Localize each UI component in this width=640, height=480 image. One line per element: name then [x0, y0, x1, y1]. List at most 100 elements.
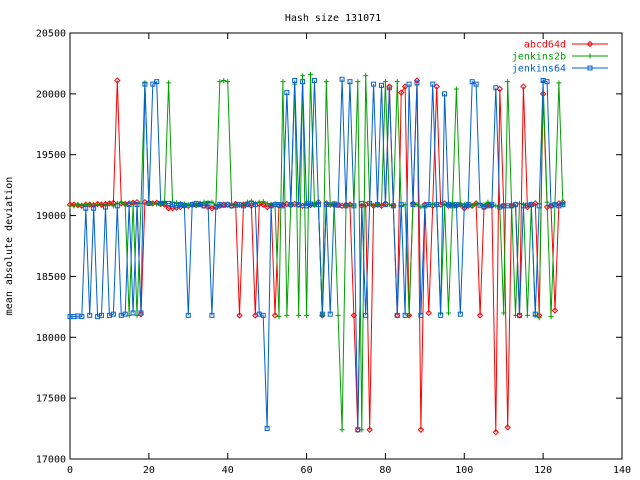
- data-point: [386, 85, 392, 91]
- data-point: [146, 200, 152, 206]
- data-point: [473, 81, 479, 87]
- data-point: [118, 199, 124, 205]
- legend-marker: [587, 53, 593, 59]
- data-point: [438, 312, 444, 318]
- data-point: [394, 312, 400, 318]
- x-tick-label: 0: [67, 465, 73, 476]
- data-point: [501, 310, 507, 316]
- data-point: [122, 311, 128, 317]
- legend-marker: [586, 40, 594, 48]
- data-point: [544, 199, 550, 205]
- x-tick-label: 100: [455, 465, 473, 476]
- data-point: [371, 81, 377, 87]
- data-point: [288, 202, 294, 208]
- data-point: [284, 90, 290, 96]
- series-line: [70, 79, 564, 430]
- data-point: [280, 203, 286, 209]
- data-point: [236, 312, 243, 319]
- data-point: [453, 86, 459, 92]
- data-point: [300, 79, 306, 85]
- data-point: [505, 79, 511, 85]
- data-point: [442, 91, 448, 97]
- data-point: [363, 312, 369, 318]
- data-point: [91, 205, 97, 211]
- data-point: [465, 202, 471, 208]
- series-layer: [66, 71, 567, 436]
- data-point: [181, 202, 187, 208]
- data-point: [99, 312, 105, 318]
- data-point: [264, 426, 270, 432]
- data-point: [327, 311, 333, 317]
- data-point: [513, 202, 519, 208]
- data-point: [375, 202, 381, 208]
- data-point: [308, 201, 314, 207]
- data-point: [398, 202, 404, 208]
- data-point: [79, 314, 85, 320]
- x-tick-label: 120: [534, 465, 552, 476]
- data-point: [489, 202, 495, 208]
- y-tick-label: 17500: [36, 394, 66, 405]
- legend-label: jenkins2b: [512, 52, 566, 63]
- data-point: [271, 312, 279, 319]
- data-point: [339, 427, 345, 433]
- data-point: [311, 77, 317, 83]
- data-point: [556, 80, 562, 86]
- x-tick-label: 60: [301, 465, 313, 476]
- data-point: [446, 310, 452, 316]
- data-point: [430, 81, 436, 87]
- data-point: [366, 426, 373, 433]
- data-point: [296, 202, 302, 208]
- data-point: [166, 80, 172, 86]
- y-tick-label: 18500: [36, 272, 66, 283]
- data-point: [110, 311, 116, 317]
- y-axis-label: mean absolute deviation: [4, 177, 15, 315]
- data-point: [87, 201, 93, 207]
- legend-label: jenkins64: [512, 64, 566, 75]
- data-point: [280, 79, 286, 85]
- data-point: [87, 312, 93, 318]
- data-point: [126, 202, 132, 208]
- data-point: [319, 311, 325, 317]
- data-point: [390, 203, 396, 209]
- data-point: [296, 312, 302, 318]
- data-point: [425, 309, 433, 317]
- data-point: [343, 203, 349, 209]
- data-point: [504, 424, 511, 431]
- data-point: [252, 202, 258, 208]
- data-point: [71, 203, 77, 209]
- x-tick-label: 40: [222, 465, 234, 476]
- data-point: [335, 312, 341, 318]
- series-jenkins64: [67, 76, 566, 433]
- data-point: [367, 200, 373, 206]
- data-point: [102, 204, 108, 210]
- data-point: [260, 312, 266, 318]
- data-point: [221, 77, 227, 83]
- x-tick-label: 20: [143, 465, 155, 476]
- y-tick-label: 17000: [36, 455, 66, 466]
- data-point: [154, 79, 160, 85]
- data-point: [83, 205, 89, 211]
- data-point: [536, 315, 542, 321]
- x-tick-label: 140: [613, 465, 631, 476]
- data-point: [114, 203, 120, 209]
- data-point: [492, 429, 500, 436]
- data-point: [260, 199, 266, 205]
- data-point: [114, 77, 121, 84]
- data-point: [106, 200, 112, 206]
- data-point: [453, 202, 459, 208]
- data-point: [209, 312, 215, 318]
- data-point: [79, 202, 85, 208]
- y-tick-label: 20000: [36, 89, 66, 100]
- data-point: [402, 312, 408, 318]
- data-point: [406, 81, 412, 87]
- data-point: [138, 310, 144, 316]
- chart-title: Hash size 131071: [285, 13, 381, 24]
- data-point: [560, 202, 566, 208]
- axes: 0 20 40 60 80 100 120 140 17000 17500 18000 18500 19…: [36, 29, 631, 477]
- data-point: [323, 202, 329, 208]
- data-point: [347, 79, 353, 85]
- data-point: [292, 77, 298, 83]
- legend-label: abcd64d: [524, 40, 566, 51]
- data-point: [95, 202, 101, 208]
